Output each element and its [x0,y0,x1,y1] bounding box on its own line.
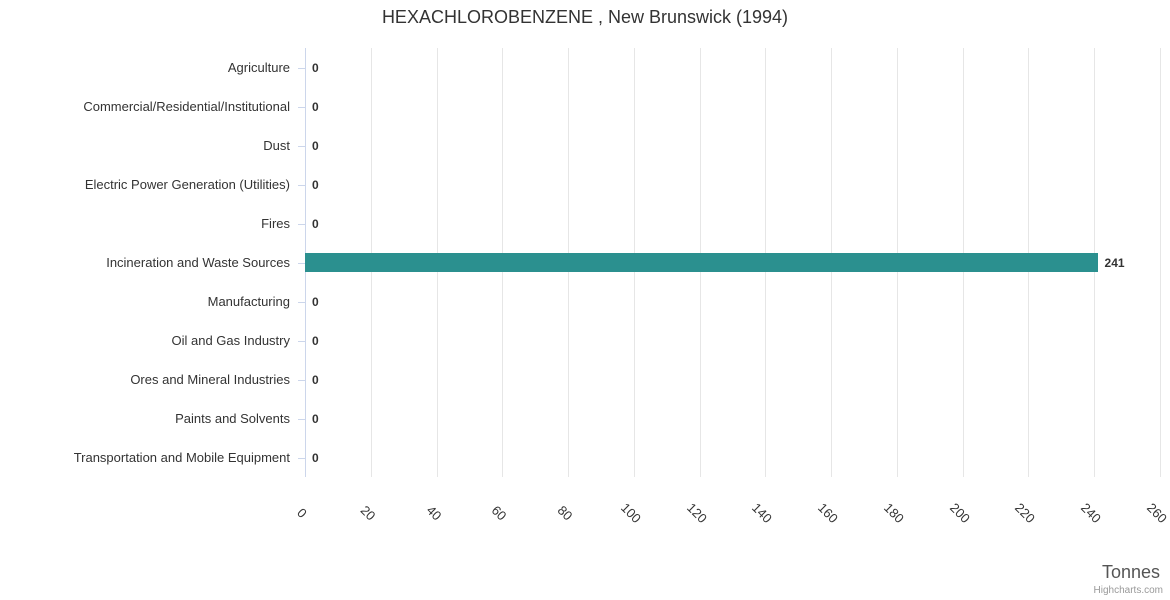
data-label-agriculture: 0 [312,60,319,75]
y-axis-tick [298,419,305,420]
category-label-agriculture: Agriculture [227,59,290,75]
data-label-oil-and-gas-industry: 0 [312,333,319,348]
category-label-transportation-and-mobile-equipment: Transportation and Mobile Equipment [73,449,290,465]
data-label-incineration-and-waste-sources: 241 [1104,255,1125,270]
data-label-commercial-residential-institutional: 0 [312,99,319,114]
x-axis-tick-label: 120 [683,500,710,526]
x-axis-tick-label: 140 [749,500,776,526]
y-axis-tick [298,107,305,108]
highcharts-credit-link[interactable]: Highcharts.com [1093,585,1163,596]
x-axis-tick-label: 180 [880,500,907,526]
data-label-paints-and-solvents: 0 [312,411,319,426]
x-axis-tick-label: 40 [423,502,444,524]
x-axis-tick-label: 60 [488,502,510,524]
x-axis-tick-label: 220 [1012,500,1039,526]
y-axis-tick [298,146,305,147]
x-axis-tick-label: 260 [1144,500,1170,526]
bar-incineration-and-waste-sources[interactable] [305,253,1098,272]
y-axis-tick [298,185,305,186]
chart-title: HEXACHLOROBENZENE , New Brunswick (1994) [381,7,789,27]
category-label-incineration-and-waste-sources: Incineration and Waste Sources [106,254,290,270]
x-axis-tick-label: 100 [617,500,644,526]
y-axis-tick [298,68,305,69]
y-axis-tick [298,458,305,459]
y-axis-tick [298,224,305,225]
category-label-commercial-residential-institutional: Commercial/Residential/Institutional [83,98,290,114]
x-axis-tick-label: 0 [294,505,310,521]
category-label-manufacturing: Manufacturing [207,293,290,309]
x-axis-tick-label: 240 [1078,500,1105,526]
data-label-ores-and-mineral-industries: 0 [312,372,319,387]
category-label-paints-and-solvents: Paints and Solvents [175,410,290,426]
y-axis-tick [298,263,305,264]
category-label-oil-and-gas-industry: Oil and Gas Industry [171,332,291,348]
x-axis-tick-label: 80 [554,502,576,524]
y-axis-tick [298,380,305,381]
category-label-ores-and-mineral-industries: Ores and Mineral Industries [130,371,290,387]
x-axis-tick-label: 200 [946,500,973,526]
category-label-dust: Dust [263,137,290,153]
category-label-fires: Fires [261,215,290,231]
data-label-transportation-and-mobile-equipment: 0 [312,450,319,465]
category-label-electric-power-generation-utilities: Electric Power Generation (Utilities) [84,176,290,192]
y-axis-tick [298,302,305,303]
x-axis-tick-label: 20 [357,502,379,524]
data-label-manufacturing: 0 [312,294,319,309]
data-label-fires: 0 [312,216,319,231]
gridline [1160,48,1161,477]
data-label-electric-power-generation-utilities: 0 [312,177,319,192]
data-label-dust: 0 [312,138,319,153]
x-axis-tick-label: 160 [815,500,842,526]
x-axis-title: Tonnes [1101,562,1160,582]
y-axis-tick [298,341,305,342]
